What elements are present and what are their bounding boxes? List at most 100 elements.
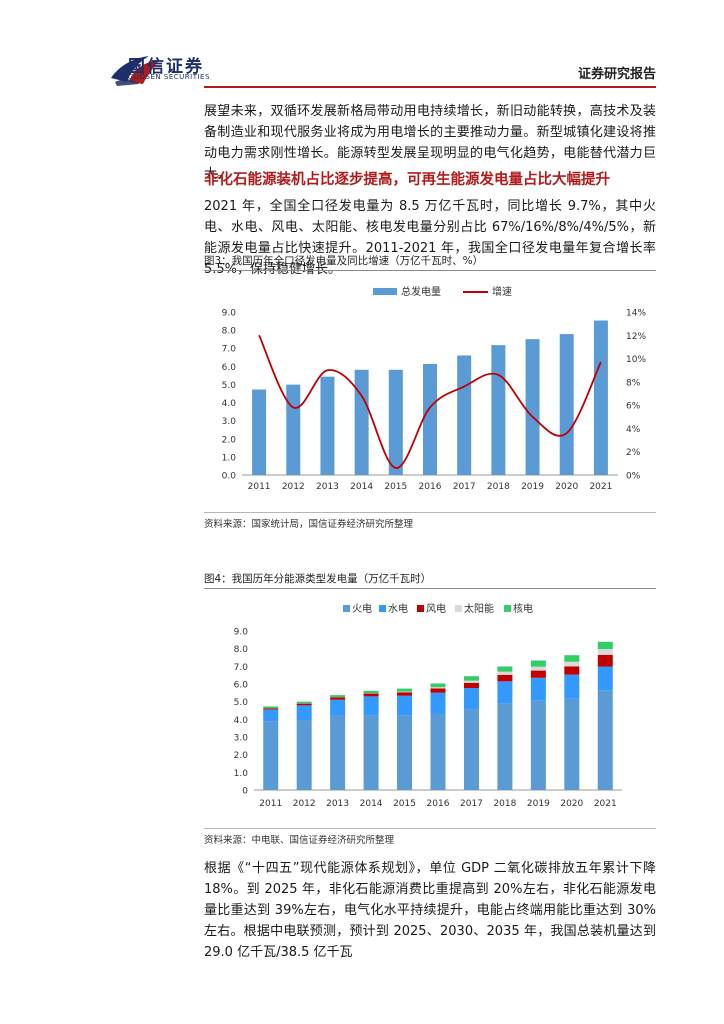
bar-3-2019 — [530, 666, 546, 671]
bar-3-2016 — [430, 687, 446, 689]
legend-label-0: 火电 — [352, 602, 372, 615]
bar-4-2014 — [363, 690, 379, 694]
legend-label-1: 水电 — [388, 602, 408, 615]
bar-3-2017 — [463, 680, 479, 683]
bar-4-2020 — [564, 655, 580, 662]
bar-total-2011 — [252, 389, 267, 475]
bar-4-2017 — [463, 676, 479, 681]
figure4-chart: 火电 水电 风电 太阳能 核电 0 1.0 2.0 3.0 4.0 5.0 6.0 7.0 8.0 9.0 2… — [234, 602, 622, 809]
bar-1-2018 — [497, 681, 513, 704]
bar-3-2015 — [397, 691, 413, 693]
x-tick-label: 2015 — [393, 799, 416, 809]
x-tick-label: 2021 — [589, 482, 612, 492]
bar-0-2018 — [497, 703, 513, 790]
bar-3-2021 — [597, 649, 613, 655]
bar-1-2015 — [397, 695, 413, 716]
bar-4-2021 — [597, 641, 613, 650]
y-right-tick-label: 0% — [626, 472, 641, 482]
bar-1-2020 — [564, 674, 580, 699]
bar-1-2013 — [330, 699, 346, 716]
header-divider — [204, 86, 656, 88]
y-right-tick-label: 8% — [626, 378, 641, 388]
x-tick-label: 2011 — [259, 799, 282, 809]
section-heading: 非化石能源装机占比逐步提高，可再生能源发电量占比大幅提升 — [204, 172, 610, 188]
bar-0-2013 — [330, 715, 346, 790]
y-tick-label: 3.0 — [234, 734, 249, 744]
bar-1-2012 — [296, 705, 312, 721]
bar-total-2012 — [286, 384, 301, 475]
y-tick-label: 5.0 — [234, 698, 249, 708]
x-tick-label: 2018 — [493, 799, 516, 809]
x-tick-label: 2011 — [248, 482, 271, 492]
bar-2-2012 — [296, 703, 312, 706]
bar-0-2015 — [397, 715, 413, 790]
bar-total-2017 — [457, 355, 472, 475]
bar-1-2011 — [263, 709, 279, 722]
legend-label-growth: 增速 — [492, 285, 512, 298]
figure4-source: 资料来源：中电联、国信证券经济研究所整理 — [204, 835, 395, 846]
x-tick-label: 2013 — [326, 799, 349, 809]
x-tick-label: 2014 — [350, 482, 373, 492]
y-right-tick-label: 12% — [626, 332, 646, 342]
y-left-tick-label: 3.0 — [222, 417, 237, 427]
y-tick-label: 9.0 — [234, 628, 249, 638]
legend-label-3: 太阳能 — [464, 602, 494, 615]
y-right-tick-label: 10% — [626, 355, 646, 365]
bar-total-2021 — [593, 320, 608, 475]
bar-1-2019 — [530, 677, 546, 701]
y-right-tick-label: 4% — [626, 425, 641, 435]
y-right-tick-label: 14% — [626, 309, 646, 319]
bar-4-2018 — [497, 666, 513, 672]
y-tick-label: 1.0 — [234, 769, 249, 779]
y-left-tick-label: 1.0 — [222, 453, 237, 463]
x-tick-label: 2017 — [453, 482, 476, 492]
bar-4-2011 — [263, 706, 279, 709]
bar-total-2020 — [559, 334, 574, 475]
y-right-tick-label: 6% — [626, 402, 641, 412]
x-tick-label: 2018 — [487, 482, 510, 492]
bar-total-2016 — [423, 363, 437, 475]
y-tick-label: 0 — [242, 787, 248, 797]
bar-2-2011 — [263, 708, 279, 710]
series-line-growth — [258, 334, 602, 469]
figure3-bottom-rule — [204, 512, 656, 513]
x-tick-label: 2016 — [419, 482, 442, 492]
report-type-label: 证券研究报告 — [577, 67, 656, 82]
bar-2-2018 — [497, 674, 513, 682]
y-left-tick-label: 8.0 — [222, 327, 237, 337]
bar-4-2013 — [330, 695, 346, 698]
y-left-tick-label: 5.0 — [222, 381, 237, 391]
bar-1-2021 — [597, 666, 613, 691]
y-tick-label: 8.0 — [234, 645, 249, 655]
legend-swatch-4 — [504, 605, 511, 612]
bar-0-2014 — [363, 715, 379, 790]
legend-swatch-total — [373, 288, 397, 295]
bar-1-2014 — [363, 696, 379, 716]
y-left-tick-label: 0.0 — [222, 472, 237, 482]
bar-3-2018 — [497, 671, 513, 675]
bar-total-2015 — [388, 369, 403, 475]
brand-name-en: GUOSEN SECURITIES — [128, 73, 210, 81]
bar-1-2017 — [463, 688, 479, 710]
x-tick-label: 2017 — [460, 799, 483, 809]
bar-0-2017 — [463, 709, 479, 790]
paragraph-14th-fyp: 根据《“十四五”现代能源体系规划》，单位 GDP 二氧化碳排放五年累计下降 18… — [204, 861, 656, 960]
y-left-tick-label: 2.0 — [222, 435, 237, 445]
y-tick-label: 6.0 — [234, 681, 249, 691]
y-left-tick-label: 4.0 — [222, 399, 237, 409]
x-tick-label: 2015 — [384, 482, 407, 492]
figure4-title: 图4：我国历年分能源类型发电量（万亿千瓦时） — [204, 573, 432, 585]
legend-swatch-1 — [379, 605, 386, 612]
guosen-logo-icon — [111, 56, 159, 86]
bar-4-2012 — [296, 701, 312, 704]
x-tick-label: 2019 — [521, 482, 544, 492]
bar-4-2015 — [397, 688, 413, 692]
legend-label-2: 风电 — [426, 602, 446, 615]
bar-0-2016 — [430, 713, 446, 790]
bar-2-2014 — [363, 693, 379, 697]
y-left-tick-label: 7.0 — [222, 345, 237, 355]
y-tick-label: 7.0 — [234, 663, 249, 673]
bar-total-2013 — [320, 376, 335, 475]
legend-label-total: 总发电量 — [401, 285, 441, 298]
bar-3-2020 — [564, 661, 580, 667]
